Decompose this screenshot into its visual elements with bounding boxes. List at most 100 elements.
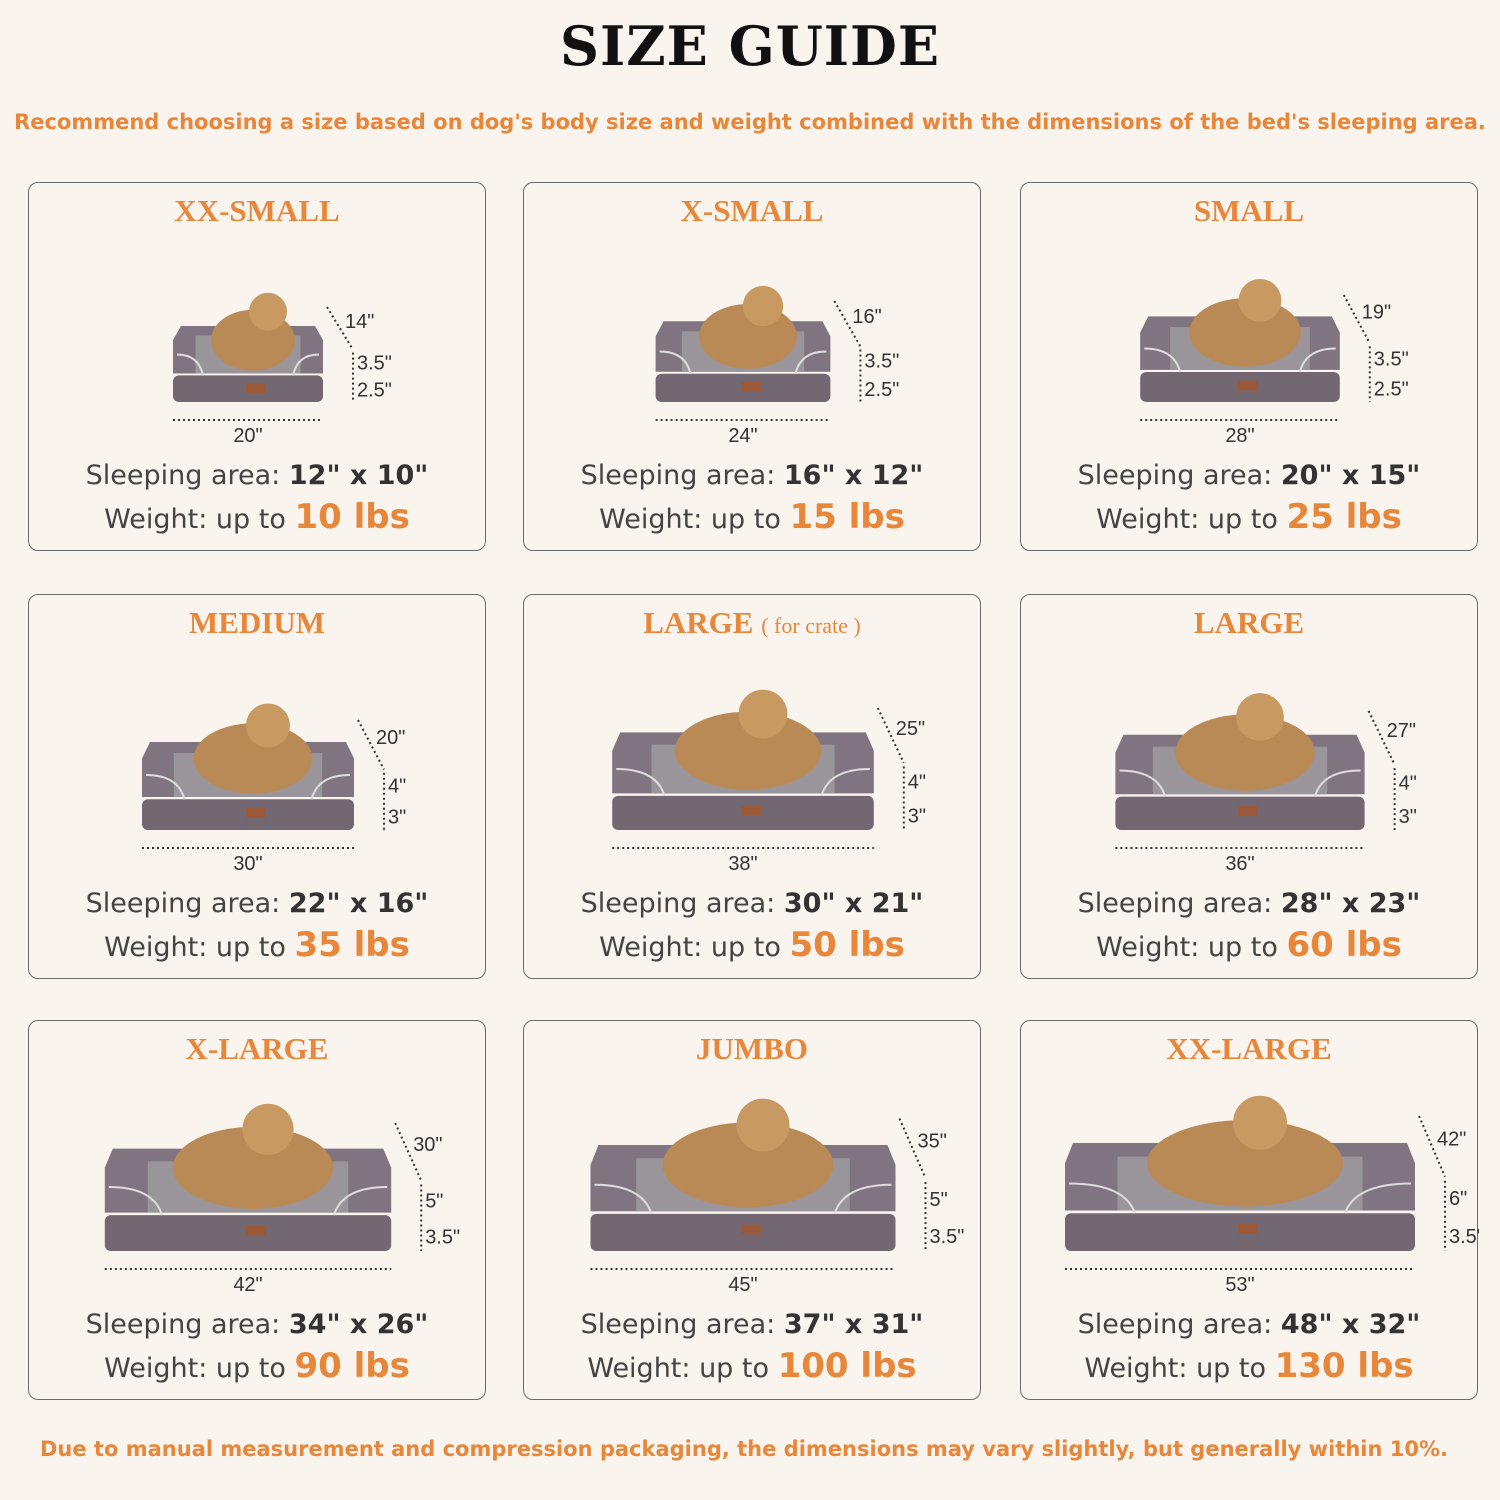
base-height-label: 3" xyxy=(388,806,406,828)
top-height-label: 4" xyxy=(1399,773,1417,795)
width-label: 30" xyxy=(233,853,262,875)
weight-value: 90 lbs xyxy=(294,1346,410,1386)
pet-head xyxy=(246,703,290,748)
base-height-label: 2.5" xyxy=(1374,379,1409,401)
depth-dimension-line xyxy=(394,1122,423,1182)
bed-illustration: 20" 14" 3.5" 2.5" xyxy=(173,292,392,447)
size-card: XX-SMALL 20" 14" 3.5" 2.5" Sleeping area… xyxy=(28,182,486,551)
sleeping-area: Sleeping area: 16" x 12" xyxy=(580,460,924,491)
size-name: MEDIUM xyxy=(188,605,326,640)
sleeping-area-value: 16" x 12" xyxy=(783,460,924,491)
base-height-label: 3.5" xyxy=(425,1226,460,1248)
sleeping-area: Sleeping area: 22" x 16" xyxy=(85,888,429,919)
depth-dimension-line xyxy=(1418,1115,1446,1178)
depth-label: 35" xyxy=(918,1131,947,1153)
weight-limit: Weight: up to 25 lbs xyxy=(1096,497,1402,537)
size-name: XX-SMALL xyxy=(174,193,340,228)
size-title: X-SMALL xyxy=(524,193,980,229)
base-height-label: 3.5" xyxy=(930,1226,965,1248)
weight-limit: Weight: up to 130 lbs xyxy=(1084,1346,1414,1386)
bed-illustration: 36" 27" 4" 3" xyxy=(1115,693,1417,875)
pet-head xyxy=(249,292,287,331)
bed-illustration: 24" 16" 3.5" 2.5" xyxy=(655,285,899,447)
size-name: LARGE xyxy=(643,605,754,640)
sleeping-area-value: 12" x 10" xyxy=(288,460,429,491)
size-title: MEDIUM xyxy=(29,605,485,641)
size-title: XX-SMALL xyxy=(29,193,485,229)
pet-head xyxy=(742,285,784,327)
sleeping-area-value: 28" x 23" xyxy=(1280,888,1421,919)
size-note: ( for crate ) xyxy=(761,613,861,638)
page-title: SIZE GUIDE xyxy=(559,14,941,78)
weight-limit: Weight: up to 90 lbs xyxy=(104,1346,410,1386)
sleeping-area-value: 48" x 32" xyxy=(1280,1309,1421,1340)
pet-head xyxy=(738,689,788,739)
size-card: LARGE ( for crate ) 38" 25" 4" 3" Sleepi… xyxy=(523,594,981,979)
depth-label: 25" xyxy=(896,718,925,740)
base-height-label: 2.5" xyxy=(864,379,899,401)
size-card: X-LARGE 42" 30" 5" 3.5" Sleeping area: 3… xyxy=(28,1020,486,1400)
pet-head xyxy=(1238,278,1282,322)
width-label: 38" xyxy=(728,853,757,875)
weight-value: 10 lbs xyxy=(294,497,410,537)
bed-illustration: 42" 30" 5" 3.5" xyxy=(104,1103,460,1296)
size-title: LARGE ( for crate ) xyxy=(524,605,980,641)
depth-label: 16" xyxy=(852,306,881,328)
size-name: LARGE xyxy=(1193,605,1305,640)
sleeping-area: Sleeping area: 12" x 10" xyxy=(85,460,429,491)
sleeping-area: Sleeping area: 20" x 15" xyxy=(1077,460,1421,491)
depth-dimension-line xyxy=(898,1118,927,1179)
sleeping-area-value: 22" x 16" xyxy=(288,888,429,919)
weight-limit: Weight: up to 10 lbs xyxy=(104,497,410,537)
weight-limit: Weight: up to 15 lbs xyxy=(599,497,905,537)
top-height-label: 4" xyxy=(908,772,926,794)
top-height-label: 5" xyxy=(930,1189,948,1211)
width-label: 53" xyxy=(1225,1274,1254,1296)
size-name: X-LARGE xyxy=(185,1031,329,1066)
pet-image xyxy=(1175,714,1315,791)
sleeping-area-value: 30" x 21" xyxy=(783,888,924,919)
weight-value: 50 lbs xyxy=(789,925,905,965)
size-card: SMALL 28" 19" 3.5" 2.5" Sleeping area: 2… xyxy=(1020,182,1478,551)
weight-limit: Weight: up to 60 lbs xyxy=(1096,925,1402,965)
base-height-label: 3.5" xyxy=(1449,1226,1479,1248)
size-card: XX-LARGE 53" 42" 6" 3.5" Sleeping area: … xyxy=(1020,1020,1479,1400)
depth-label: 42" xyxy=(1437,1129,1466,1151)
width-label: 20" xyxy=(233,425,262,447)
bed-illustration: 28" 19" 3.5" 2.5" xyxy=(1140,278,1409,447)
top-height-label: 6" xyxy=(1449,1188,1467,1210)
size-name: X-SMALL xyxy=(680,193,824,228)
size-card: JUMBO 45" 35" 5" 3.5" Sleeping area: 37"… xyxy=(523,1020,981,1400)
top-height-label: 3.5" xyxy=(1374,349,1409,371)
size-name: SMALL xyxy=(1193,193,1305,228)
size-title: JUMBO xyxy=(524,1031,980,1067)
width-label: 24" xyxy=(728,425,757,447)
size-name: JUMBO xyxy=(696,1031,808,1066)
size-title: LARGE xyxy=(1021,605,1477,641)
base-height-label: 3" xyxy=(1399,806,1417,828)
width-label: 45" xyxy=(728,1274,757,1296)
pet-image xyxy=(1147,1120,1343,1207)
top-height-label: 3.5" xyxy=(357,353,392,375)
sleeping-area: Sleeping area: 37" x 31" xyxy=(580,1309,924,1340)
depth-label: 30" xyxy=(413,1134,442,1156)
depth-dimension-line xyxy=(357,719,385,770)
weight-value: 15 lbs xyxy=(789,497,905,537)
bed-illustration: 30" 20" 4" 3" xyxy=(142,703,406,875)
weight-limit: Weight: up to 35 lbs xyxy=(104,925,410,965)
bed-illustration: 38" 25" 4" 3" xyxy=(612,689,926,875)
size-card: MEDIUM 30" 20" 4" 3" Sleeping area: 22" … xyxy=(28,594,486,979)
sleeping-area-value: 20" x 15" xyxy=(1280,460,1421,491)
bed-illustration: 53" 42" 6" 3.5" xyxy=(1065,1095,1479,1296)
base-height-label: 2.5" xyxy=(357,379,392,401)
weight-value: 60 lbs xyxy=(1286,925,1402,965)
pet-image xyxy=(662,1122,834,1208)
sleeping-area: Sleeping area: 48" x 32" xyxy=(1077,1309,1421,1340)
width-label: 36" xyxy=(1225,853,1254,875)
weight-value: 100 lbs xyxy=(777,1346,917,1386)
sleeping-area-value: 34" x 26" xyxy=(288,1309,429,1340)
size-card: X-SMALL 24" 16" 3.5" 2.5" Sleeping area:… xyxy=(523,182,981,551)
depth-dimension-line xyxy=(876,707,905,764)
sleeping-area: Sleeping area: 30" x 21" xyxy=(580,888,924,919)
sleeping-area-value: 37" x 31" xyxy=(783,1309,924,1340)
